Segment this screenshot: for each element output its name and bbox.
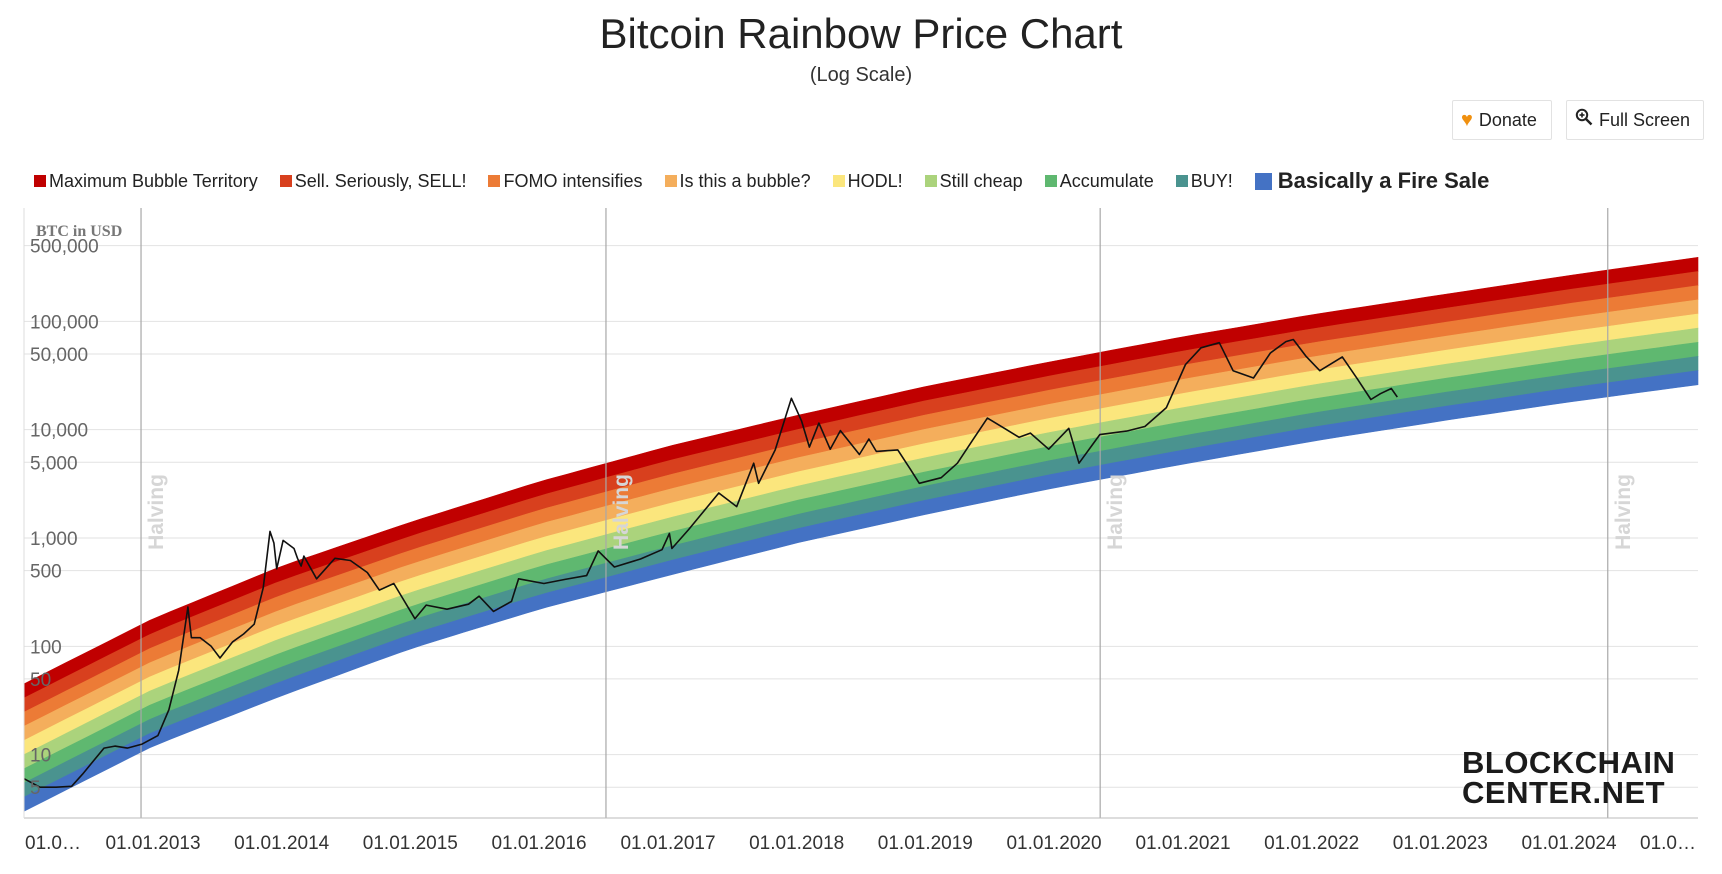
y-tick-label: 100,000 <box>30 312 99 333</box>
legend-swatch <box>488 175 501 187</box>
x-tick-label: 01.01.2019 <box>878 833 973 854</box>
halving-label: Halving <box>1612 474 1635 550</box>
halving-label: Halving <box>610 474 633 550</box>
heart-icon: ♥ <box>1461 108 1473 131</box>
y-tick-label: 50,000 <box>30 345 88 366</box>
legend-item[interactable]: Maximum Bubble Territory <box>34 171 258 192</box>
x-tick-label: 01.01.2016 <box>491 833 586 854</box>
legend-label: HODL! <box>847 170 903 191</box>
y-tick-label: 5 <box>30 778 41 799</box>
donate-label: Donate <box>1478 109 1537 130</box>
legend-swatch <box>279 175 292 187</box>
x-tick-label: 01.01.2013 <box>105 833 200 854</box>
y-tick-label: 50 <box>30 670 51 691</box>
logo-line-2: CENTER.NET <box>1462 775 1666 810</box>
legend-label: Sell. Seriously, SELL! <box>294 170 467 191</box>
legend-label: BUY! <box>1190 170 1233 191</box>
legend-label: Is this a bubble? <box>679 170 811 191</box>
x-tick-label: 01.01.2017 <box>620 833 715 854</box>
x-tick-label: 01.0… <box>25 833 81 854</box>
legend-label: Maximum Bubble Territory <box>49 170 258 191</box>
y-tick-label: 10 <box>30 746 51 767</box>
x-tick-label: 01.01.2014 <box>234 833 330 854</box>
legend-item[interactable]: Sell. Seriously, SELL! <box>279 170 467 192</box>
legend-swatch <box>1175 175 1188 187</box>
legend-item[interactable]: Accumulate <box>1044 170 1154 192</box>
legend-label: Still cheap <box>939 170 1023 191</box>
legend-item[interactable]: Basically a Fire Sale <box>1254 168 1490 194</box>
legend-swatch <box>664 175 677 187</box>
legend-swatch <box>924 175 937 187</box>
legend-label: Accumulate <box>1059 170 1154 191</box>
fullscreen-label: Full Screen <box>1599 109 1691 130</box>
legend-label: Basically a Fire Sale <box>1277 168 1490 193</box>
legend-item[interactable]: BUY! <box>1175 170 1233 192</box>
y-tick-label: 1,000 <box>30 529 78 550</box>
blockchaincenter-logo: BLOCKCHAIN CENTER.NET <box>1462 745 1676 810</box>
legend-swatch <box>1044 175 1057 187</box>
y-axis-label: BTC in USD <box>36 223 122 240</box>
y-tick-label: 10,000 <box>30 421 88 442</box>
legend-item[interactable]: Is this a bubble? <box>664 170 811 192</box>
x-tick-label: 01.01.2018 <box>749 833 844 854</box>
halving-label: Halving <box>1104 474 1127 550</box>
x-tick-label: 01.01.2024 <box>1521 833 1617 854</box>
legend-swatch <box>34 175 46 187</box>
rainbow-band <box>23 370 1699 812</box>
price-line <box>23 338 1398 788</box>
legend-item[interactable]: FOMO intensifies <box>488 170 643 192</box>
x-tick-label: 01.01.2022 <box>1264 833 1359 854</box>
y-tick-label: 100 <box>30 637 62 658</box>
fullscreen-button[interactable]: Full Screen <box>1566 100 1704 140</box>
x-tick-label: 01.01.2015 <box>363 833 458 854</box>
chart-subtitle: (Log Scale) <box>809 64 913 86</box>
donate-button[interactable]: ♥ Donate <box>1452 100 1552 140</box>
y-tick-label: 5,000 <box>30 453 78 474</box>
legend-label: FOMO intensifies <box>503 170 643 191</box>
legend-item[interactable]: Still cheap <box>924 170 1023 192</box>
legend-swatch <box>832 175 845 187</box>
x-tick-label: 01.01.2020 <box>1006 833 1101 854</box>
legend-item[interactable]: HODL! <box>832 170 903 192</box>
legend-swatch <box>1254 172 1272 190</box>
zoom-in-icon <box>1575 108 1593 132</box>
logo-line-1: BLOCKCHAIN <box>1462 745 1676 780</box>
y-tick-label: 500,000 <box>30 237 99 258</box>
legend: Maximum Bubble Territory Sell. Seriously,… <box>34 168 1511 194</box>
x-tick-label: 01.01.2021 <box>1135 833 1230 854</box>
x-tick-label: 01.0… <box>1640 833 1696 854</box>
chart-title: Bitcoin Rainbow Price Chart <box>599 10 1123 57</box>
x-tick-label: 01.01.2023 <box>1393 833 1488 854</box>
y-tick-label: 500 <box>30 562 62 583</box>
halving-label: Halving <box>145 474 168 550</box>
